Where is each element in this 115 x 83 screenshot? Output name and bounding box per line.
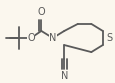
Text: N: N (60, 71, 67, 81)
Text: O: O (37, 7, 45, 17)
Text: S: S (105, 33, 111, 43)
Text: N: N (49, 33, 56, 43)
Text: O: O (27, 33, 34, 43)
